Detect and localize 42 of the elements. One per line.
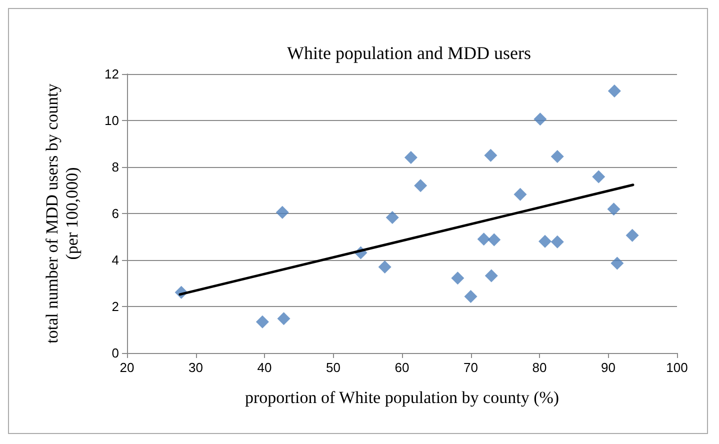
- point: [488, 233, 501, 246]
- y-axis-title: total number of MDD users by county (per 100,000): [42, 83, 82, 344]
- x-tick-label: 100: [666, 360, 688, 375]
- point: [404, 150, 418, 164]
- point: [534, 112, 547, 126]
- point: [608, 84, 621, 98]
- point: [256, 315, 269, 328]
- point: [550, 150, 564, 164]
- point: [484, 148, 498, 162]
- point: [276, 206, 289, 219]
- y-tick-label: 0: [112, 346, 119, 360]
- point: [514, 188, 527, 201]
- x-tick-label: 40: [257, 360, 272, 375]
- point: [386, 210, 399, 224]
- point: [607, 202, 620, 216]
- point: [538, 234, 552, 248]
- chart-title: White population and MDD users: [287, 43, 531, 63]
- point: [378, 260, 392, 274]
- point: [484, 269, 498, 282]
- y-tick-label: 4: [112, 252, 119, 268]
- x-tick-label: 90: [601, 360, 616, 375]
- y-tick-label: 6: [112, 206, 119, 221]
- point: [626, 228, 639, 242]
- point: [414, 179, 428, 192]
- x-tick-label: 80: [532, 360, 547, 375]
- y-tick-label: 8: [112, 160, 119, 174]
- y-tick-label: 12: [104, 66, 119, 82]
- x-axis-title: proportion of White population by county (%): [244, 388, 560, 407]
- point: [277, 312, 290, 326]
- x-tick-label: 60: [394, 360, 410, 375]
- x-tick-label: 70: [464, 360, 478, 375]
- x-tick-label: 30: [188, 360, 203, 375]
- x-tick-label: 50: [326, 360, 340, 375]
- y-tick-label: 2: [112, 299, 119, 314]
- point: [550, 235, 564, 248]
- x-tick-label: 20: [120, 360, 134, 375]
- y-tick-label: 10: [104, 113, 119, 128]
- point: [477, 232, 490, 246]
- point: [464, 290, 478, 304]
- point: [451, 272, 464, 285]
- point: [610, 256, 624, 270]
- point: [592, 170, 606, 184]
